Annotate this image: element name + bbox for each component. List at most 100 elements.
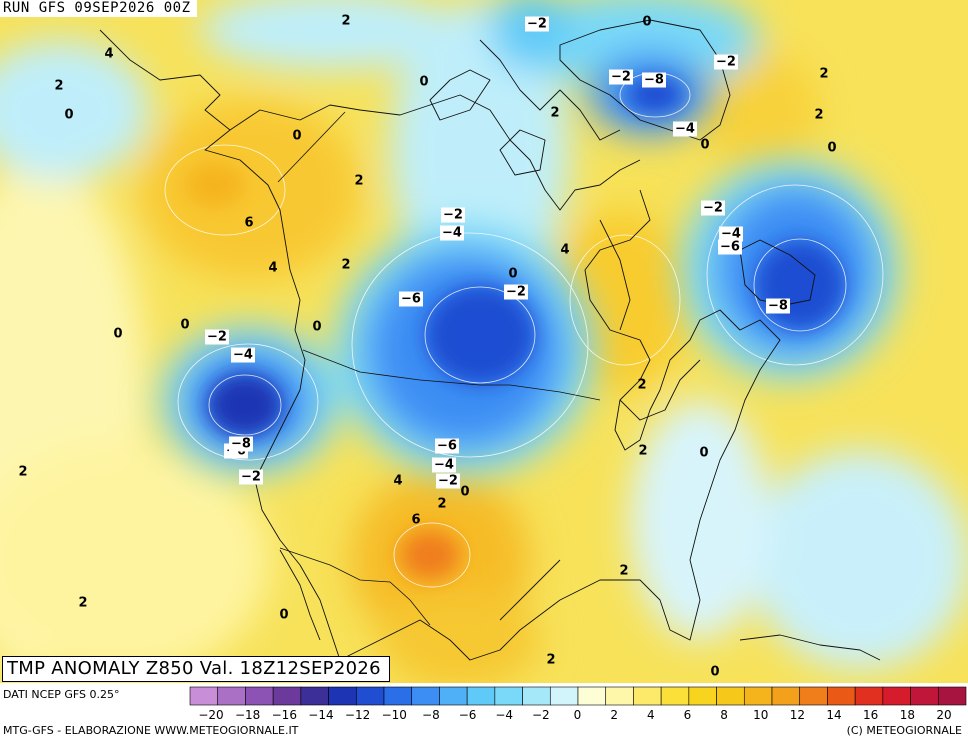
great-lakes-outline — [619, 359, 701, 421]
contour-label: 2 — [546, 653, 555, 668]
contour-label-bg — [440, 225, 464, 241]
isoline-alaska-4 — [164, 144, 286, 236]
colorbar-swatch — [549, 686, 579, 706]
contour-label: 0 — [508, 267, 517, 282]
contour-label: 2 — [341, 258, 350, 273]
contour-label-bg — [432, 457, 456, 473]
contour-label: −6 — [437, 439, 457, 454]
colorbar-tick-label: 18 — [900, 708, 915, 722]
west-cold-core — [207, 373, 283, 437]
contour-label: 0 — [292, 129, 301, 144]
east-coastline — [339, 189, 781, 661]
atlantic-cool-area — [750, 450, 968, 670]
baja-california — [279, 549, 321, 641]
colorbar-swatch — [355, 686, 385, 706]
contour-label-bg — [525, 16, 549, 32]
contour-label-bg — [673, 121, 697, 137]
contour-label: 2 — [637, 378, 646, 393]
contour-label-bg — [714, 54, 738, 70]
contour-label: 2 — [54, 79, 63, 94]
contour-label: 2 — [619, 564, 628, 579]
contour-label: 2 — [78, 596, 87, 611]
colorbar-legend: −20 −18 −16 −14 −12 −10 −8 −6 −4 −2 0 2 4 6 8 10 12 14 16 1… — [189, 686, 967, 722]
footer: −20 −18 −16 −14 −12 −10 −8 −6 −4 −2 0 2 4 6 8 10 12 14 16 1… — [0, 683, 968, 745]
colorbar-tick-label: 2 — [610, 708, 618, 722]
colorbar-swatch — [328, 686, 357, 706]
colorbar-tick-label: 0 — [574, 708, 582, 722]
us-canada-border — [302, 349, 601, 401]
contour-label: 0 — [710, 665, 719, 680]
bering-cool-area — [0, 40, 150, 180]
gulf-coast-detail — [499, 559, 561, 621]
contour-label: 0 — [180, 318, 189, 333]
contour-label: −2 — [241, 470, 261, 485]
field-cold-cores — [185, 77, 845, 580]
colorbar-tick-label: −20 — [198, 708, 223, 722]
contour-label: 0 — [700, 138, 709, 153]
colorbar-tick-label: −6 — [459, 708, 477, 722]
hudson-bay-west — [599, 219, 631, 331]
arctic-island-2 — [499, 129, 546, 176]
colorbar-tick-label: −16 — [272, 708, 297, 722]
colorbar-swatch — [217, 686, 246, 706]
colorbar — [189, 686, 967, 706]
colorbar-swatch — [633, 686, 662, 706]
contour-label-bg — [435, 438, 459, 454]
contour-label: 0 — [113, 327, 122, 342]
model-run-label: RUN GFS 09SEP2026 00Z — [0, 0, 197, 17]
contour-label: −2 — [207, 330, 227, 345]
contour-label: −2 — [611, 70, 631, 85]
contour-label-bg — [642, 72, 666, 88]
contour-label: −4 — [721, 227, 741, 242]
colorbar-tick-label: 10 — [753, 708, 768, 722]
contour-label: −8 — [644, 73, 664, 88]
contour-label: 0 — [279, 608, 288, 623]
alaska-warm-core — [185, 163, 245, 207]
colorbar-swatch — [522, 686, 551, 706]
colorbar-swatch — [854, 686, 884, 706]
colorbar-swatch — [411, 686, 440, 706]
contour-label: 0 — [419, 75, 428, 90]
map-panel: 2 −2 0 4 2 0 0 −2 −8 −2 2 2 −4 0 0 2 0 6 −2 −4 2 −2 4 4 2 −4 −6 0 −2… — [0, 0, 968, 683]
colorbar-swatch — [688, 686, 717, 706]
greenland-east-warm — [700, 50, 820, 170]
contour-label: 0 — [64, 108, 73, 123]
contour-label: 2 — [18, 465, 27, 480]
contour-label-bg — [441, 207, 465, 223]
colorbar-swatch — [300, 686, 329, 706]
contour-label: −4 — [233, 348, 253, 363]
mexico-south-warm — [380, 590, 540, 683]
colorbar-swatch — [466, 686, 496, 706]
contour-label: −4 — [675, 122, 695, 137]
contour-label: −4 — [434, 458, 454, 473]
contour-label: 2 — [437, 497, 446, 512]
contour-label-bg — [239, 469, 263, 485]
isoline-labrador-minus8 — [753, 238, 847, 332]
contour-label: 4 — [268, 261, 277, 276]
colorbar-swatch — [743, 686, 773, 706]
isoline-west-minus4 — [177, 343, 319, 461]
contour-label: 4 — [393, 474, 402, 489]
contour-label: 0 — [827, 141, 836, 156]
alaska-warm-area — [140, 100, 360, 280]
newfoundland-labrador — [739, 239, 816, 306]
contour-label-bg — [436, 473, 460, 489]
mexico-warm-core — [400, 530, 460, 580]
colorbar-tick-label: −2 — [532, 708, 550, 722]
colorbar-swatch — [272, 686, 302, 706]
pacific-coastline — [99, 29, 341, 661]
contour-label: 2 — [814, 108, 823, 123]
contour-label: −2 — [527, 17, 547, 32]
contour-label-bg — [719, 226, 743, 242]
contour-label: 2 — [819, 67, 828, 82]
colorbar-tick-label: −10 — [382, 708, 407, 722]
coastlines — [99, 19, 881, 661]
colorbar-tick-label: −8 — [422, 708, 440, 722]
greenland-coastline — [559, 19, 731, 141]
arctic-archipelago-cool — [390, 0, 570, 300]
contour-label: −6 — [720, 240, 740, 255]
colorbar-swatch — [937, 686, 967, 706]
colorbar-tick-label: 12 — [790, 708, 805, 722]
